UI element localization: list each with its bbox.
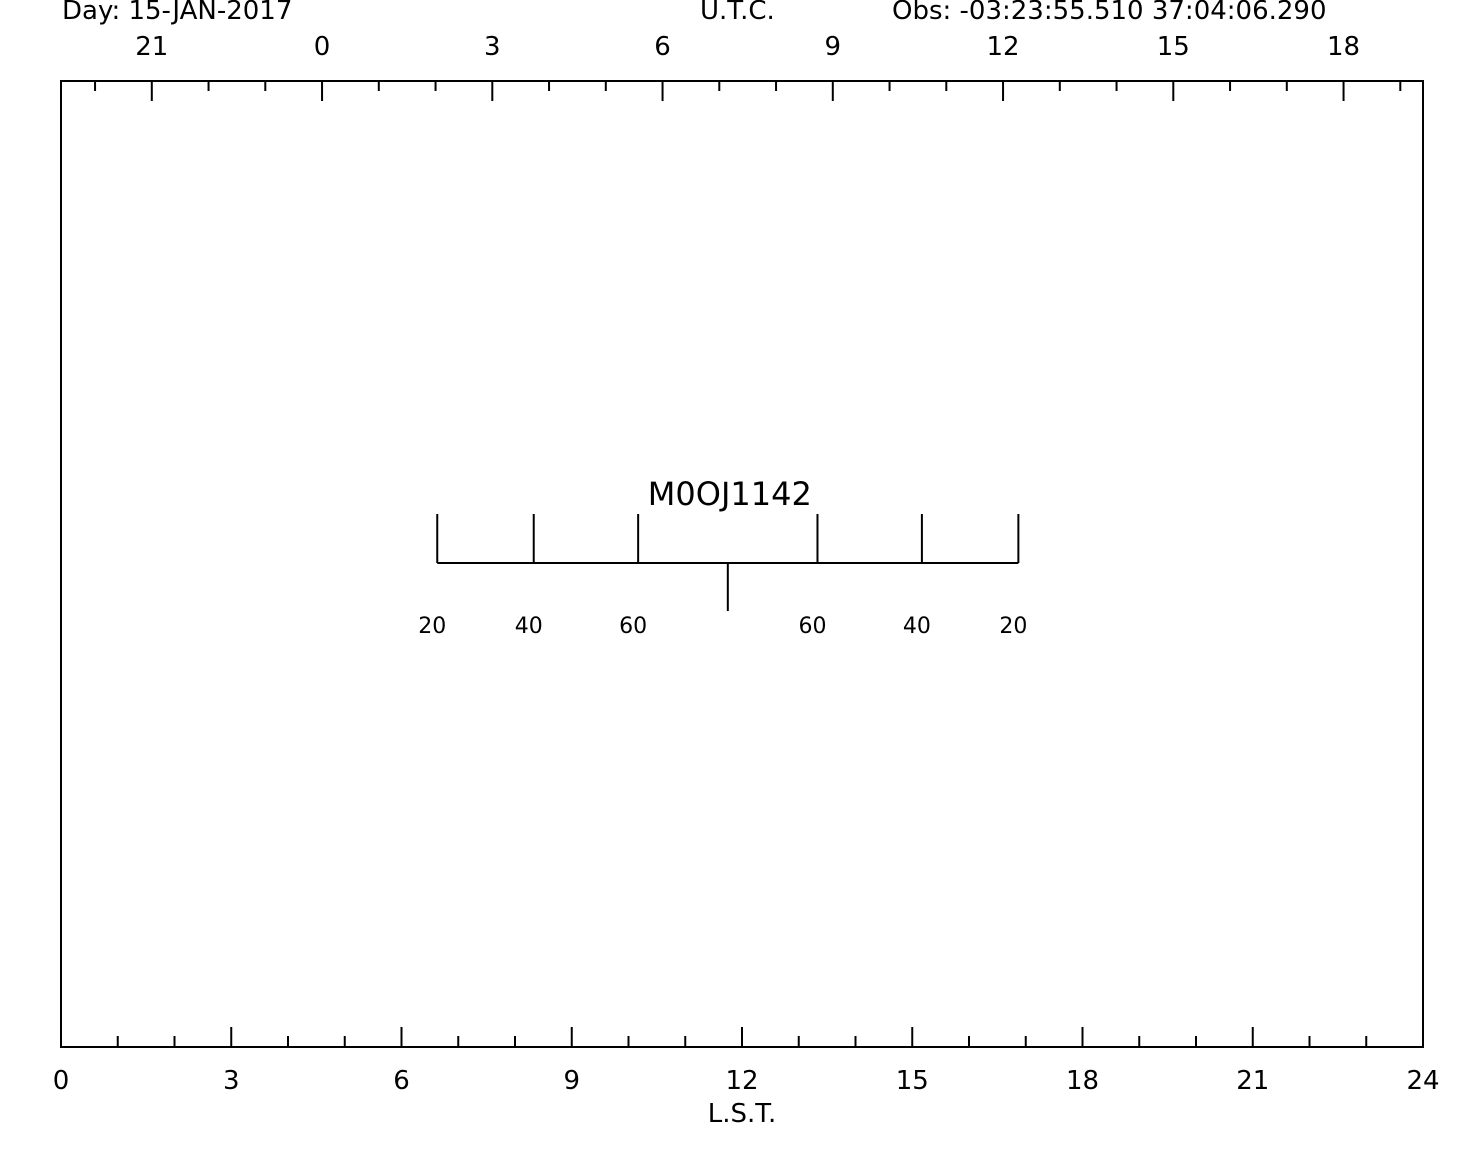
elevation-label: 60 <box>798 614 826 639</box>
bottom-axis-ticks: 0 3 6 9 12 15 18 21 24 <box>53 1027 1440 1096</box>
x-axis-label: L.S.T. <box>708 1099 777 1129</box>
top-tick-label: 12 <box>987 32 1020 62</box>
top-tick-label: 0 <box>314 32 331 62</box>
bottom-tick-label: 12 <box>725 1066 758 1096</box>
elevation-label: 20 <box>999 614 1027 639</box>
header-observatory: Obs: -03:23:55.510 37:04:06.290 <box>892 0 1327 26</box>
bottom-tick-label: 21 <box>1236 1066 1269 1096</box>
bottom-tick-label: 0 <box>53 1066 70 1096</box>
source-transit: 20 40 60 60 40 20 M0OJ1142 <box>418 475 1027 639</box>
top-tick-label: 15 <box>1157 32 1190 62</box>
top-axis-ticks: 18 21 0 3 6 9 12 15 <box>94 32 1402 101</box>
header-day: Day: 15-JAN-2017 <box>62 0 293 26</box>
top-tick-label: 6 <box>654 32 671 62</box>
elevation-label: 20 <box>418 614 446 639</box>
header-utc-title: U.T.C. <box>700 0 775 26</box>
source-label: M0OJ1142 <box>648 475 812 513</box>
top-tick-label: 3 <box>484 32 501 62</box>
elevation-label: 40 <box>903 614 931 639</box>
top-tick-label: 18 <box>1327 32 1360 62</box>
elevation-label: 60 <box>619 614 647 639</box>
top-tick-label: 21 <box>135 32 168 62</box>
bottom-tick-label: 9 <box>563 1066 580 1096</box>
bottom-tick-label: 6 <box>393 1066 410 1096</box>
bottom-tick-label: 24 <box>1406 1066 1439 1096</box>
bottom-tick-label: 15 <box>896 1066 929 1096</box>
elevation-label: 40 <box>515 614 543 639</box>
bottom-tick-label: 3 <box>223 1066 240 1096</box>
bottom-tick-label: 18 <box>1066 1066 1099 1096</box>
top-tick-label: 9 <box>825 32 842 62</box>
